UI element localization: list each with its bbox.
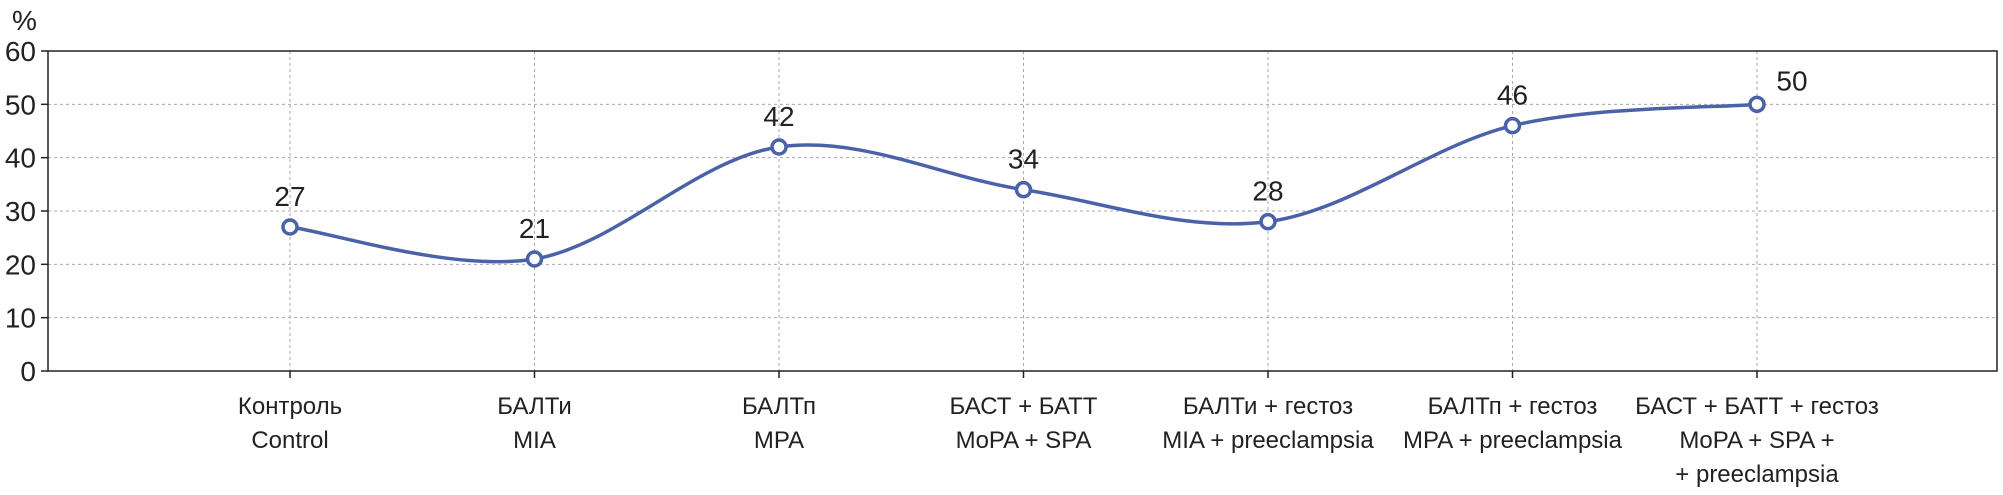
x-tick-label: MIA	[513, 427, 556, 454]
x-tick-label: БАСТ + БАТТ	[950, 393, 1098, 420]
x-tick-label: MoPA + SPA	[956, 427, 1092, 454]
data-point	[1503, 116, 1522, 135]
x-tick-label: БАЛТп + гестоз	[1428, 393, 1598, 420]
data-label: 34	[1008, 144, 1039, 175]
data-label: 50	[1776, 65, 1807, 96]
x-tick-label: БАЛТп	[742, 393, 816, 420]
data-point	[525, 250, 544, 268]
x-tick-label: БАЛТи + гестоз	[1183, 393, 1353, 420]
series: 27 21 42 34 28 46 50	[274, 65, 1808, 268]
data-point	[1748, 95, 1766, 114]
y-tick-label: 30	[5, 196, 36, 227]
x-tick-label: БАЛТи	[497, 393, 572, 420]
data-point	[281, 218, 299, 236]
x-tick-label: MPA + preeclampsia	[1403, 427, 1623, 454]
x-tick-label: MIA + preeclampsia	[1162, 427, 1374, 454]
data-point	[770, 138, 788, 156]
data-label: 28	[1252, 176, 1283, 207]
x-tick-label: Контроль	[238, 393, 342, 420]
grid	[48, 50, 1997, 371]
y-tick-label: 10	[5, 303, 36, 334]
data-label: 46	[1497, 80, 1528, 111]
y-tick-label: 0	[20, 356, 36, 387]
data-label: 27	[274, 181, 305, 212]
data-label: 42	[763, 101, 794, 132]
data-point	[1014, 180, 1033, 199]
y-tick-label: 50	[5, 89, 36, 120]
x-tick-label: MoPA + SPA +	[1679, 427, 1834, 454]
data-label: 21	[519, 213, 550, 244]
y-axis-label: %	[12, 5, 37, 36]
y-tick-label: 60	[5, 36, 36, 67]
x-axis-ticks: Контроль Control БАЛТи MIA БАЛТп MPA БАСТ + БА…	[238, 371, 1879, 488]
y-axis-ticks: 0 10 20 30 40 50 60	[5, 36, 48, 387]
x-tick-label: Control	[251, 427, 328, 454]
x-tick-label: + preeclampsia	[1675, 461, 1839, 488]
x-tick-label: БАСТ + БАТТ + гестоз	[1635, 393, 1879, 420]
y-tick-label: 20	[5, 249, 36, 280]
data-point	[1259, 212, 1277, 231]
y-tick-label: 40	[5, 143, 36, 174]
x-tick-label: MPA	[754, 427, 804, 454]
